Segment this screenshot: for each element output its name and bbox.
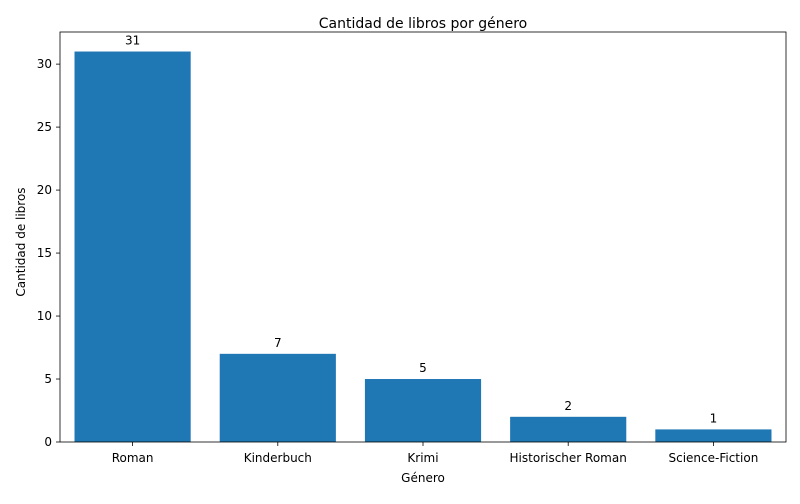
y-tick-label: 5 xyxy=(44,372,52,386)
bar xyxy=(219,353,336,442)
plot-area: 31 Roman 7 Kinderbuch 5 Krimi 2 Historischer Ro… xyxy=(37,31,787,465)
bar xyxy=(510,416,627,442)
bar xyxy=(364,379,482,442)
x-tick-label: Historischer Roman xyxy=(510,451,627,465)
y-tick-label: 0 xyxy=(44,435,52,449)
y-axis-label: Cantidad de libros xyxy=(14,187,28,296)
bar xyxy=(655,429,772,442)
bar-value-label: 1 xyxy=(710,411,718,425)
y-tick-label: 10 xyxy=(37,309,52,323)
bar-value-label: 5 xyxy=(419,361,427,375)
x-tick-label: Roman xyxy=(112,451,154,465)
bar-value-label: 2 xyxy=(564,399,572,413)
bar-value-label: 7 xyxy=(274,336,282,350)
bar xyxy=(74,51,191,443)
x-axis-label: Género xyxy=(401,471,445,485)
y-tick-label: 25 xyxy=(37,120,52,134)
x-tick-label: Science-Fiction xyxy=(669,451,759,465)
x-tick-label: Krimi xyxy=(407,451,438,465)
x-tick-label: Kinderbuch xyxy=(244,451,312,465)
plot-frame xyxy=(59,31,787,443)
chart-title: Cantidad de libros por género xyxy=(319,16,527,32)
y-tick-label: 15 xyxy=(37,246,52,260)
y-tick-label: 20 xyxy=(37,183,52,197)
bar-value-label: 31 xyxy=(125,34,140,48)
y-tick-label: 30 xyxy=(37,57,52,71)
